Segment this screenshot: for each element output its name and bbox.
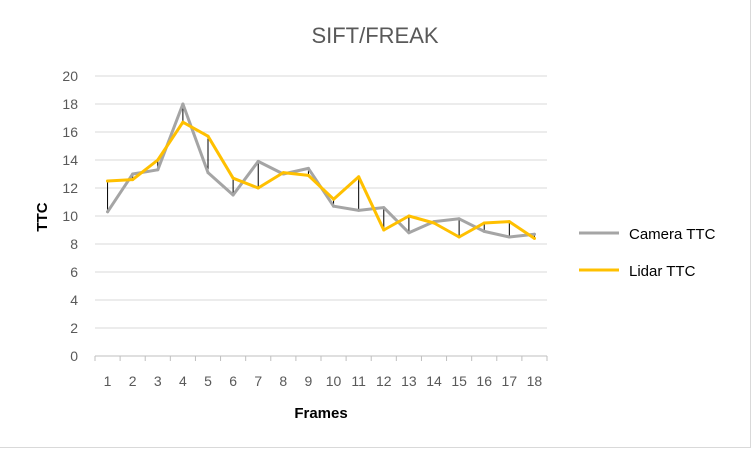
legend-item: Lidar TTC bbox=[579, 263, 696, 280]
data-point bbox=[206, 134, 210, 138]
x-tick-label: 13 bbox=[401, 373, 417, 389]
data-point bbox=[482, 221, 486, 225]
y-tick-label: 20 bbox=[62, 68, 78, 84]
data-point bbox=[332, 204, 336, 208]
y-tick-label: 8 bbox=[70, 236, 78, 252]
y-tick-labels: 0 2 4 6 8 10 12 14 16 18 20 bbox=[62, 68, 78, 364]
data-point bbox=[332, 197, 336, 201]
data-point bbox=[357, 175, 361, 179]
data-point bbox=[281, 171, 285, 175]
y-tick-label: 16 bbox=[62, 124, 78, 140]
series-line-lidar-ttc bbox=[106, 120, 536, 240]
data-point bbox=[382, 206, 386, 210]
y-tick-label: 6 bbox=[70, 264, 78, 280]
y-tick-label: 12 bbox=[62, 180, 78, 196]
series-line-camera-ttc bbox=[106, 102, 536, 239]
data-point bbox=[156, 158, 160, 162]
data-point bbox=[482, 229, 486, 233]
y-tick-label: 10 bbox=[62, 208, 78, 224]
y-tick-label: 14 bbox=[62, 152, 78, 168]
y-axis-title: TTC bbox=[34, 202, 51, 231]
x-tick-label: 8 bbox=[279, 373, 287, 389]
data-point bbox=[457, 235, 461, 239]
y-tick-label: 4 bbox=[70, 292, 78, 308]
x-tick-label: 4 bbox=[179, 373, 187, 389]
x-tick-label: 16 bbox=[476, 373, 492, 389]
chart-title: SIFT/FREAK bbox=[311, 23, 438, 48]
x-tick-label: 7 bbox=[254, 373, 262, 389]
x-tick-label: 3 bbox=[154, 373, 162, 389]
drop-lines bbox=[107, 104, 535, 239]
legend-label: Camera TTC bbox=[629, 226, 716, 243]
x-tick-label: 11 bbox=[351, 373, 366, 389]
data-point bbox=[382, 228, 386, 232]
x-tick-label: 10 bbox=[326, 373, 342, 389]
x-tick-labels: 1 2 3 4 5 6 7 8 9 10 11 12 13 14 15 16 17 18 bbox=[104, 373, 543, 389]
legend-item: Camera TTC bbox=[579, 226, 716, 243]
data-point bbox=[181, 120, 185, 124]
y-tick-label: 18 bbox=[62, 96, 78, 112]
x-tick-label: 6 bbox=[229, 373, 237, 389]
data-point bbox=[256, 159, 260, 163]
y-tick-label: 0 bbox=[70, 348, 78, 364]
data-point bbox=[507, 220, 511, 224]
data-point bbox=[357, 208, 361, 212]
data-point bbox=[181, 102, 185, 106]
data-point bbox=[206, 171, 210, 175]
data-point bbox=[256, 186, 260, 190]
legend: Camera TTC Lidar TTC bbox=[579, 226, 716, 280]
data-point bbox=[457, 217, 461, 221]
x-tick-label: 18 bbox=[527, 373, 543, 389]
data-point bbox=[131, 178, 135, 182]
x-tick-label: 12 bbox=[376, 373, 392, 389]
x-tick-label: 9 bbox=[305, 373, 313, 389]
data-point bbox=[231, 176, 235, 180]
data-point bbox=[532, 232, 536, 236]
data-point bbox=[407, 231, 411, 235]
x-tick-label: 14 bbox=[426, 373, 442, 389]
x-tick-label: 17 bbox=[502, 373, 518, 389]
x-tick-label: 2 bbox=[129, 373, 137, 389]
data-point bbox=[306, 166, 310, 170]
data-point bbox=[131, 172, 135, 176]
data-point bbox=[432, 221, 436, 225]
gridlines bbox=[94, 75, 548, 361]
x-tick-label: 5 bbox=[204, 373, 212, 389]
series-lines bbox=[106, 102, 536, 240]
data-point bbox=[106, 179, 110, 183]
data-point bbox=[156, 168, 160, 172]
x-tick-label: 15 bbox=[451, 373, 467, 389]
data-point bbox=[231, 193, 235, 197]
x-tick-label: 1 bbox=[104, 373, 112, 389]
data-point bbox=[106, 210, 110, 214]
y-tick-label: 2 bbox=[70, 320, 78, 336]
data-point bbox=[306, 173, 310, 177]
data-point bbox=[407, 214, 411, 218]
legend-label: Lidar TTC bbox=[629, 263, 696, 280]
data-point bbox=[507, 235, 511, 239]
x-axis-title: Frames bbox=[294, 405, 347, 422]
data-point bbox=[532, 236, 536, 240]
